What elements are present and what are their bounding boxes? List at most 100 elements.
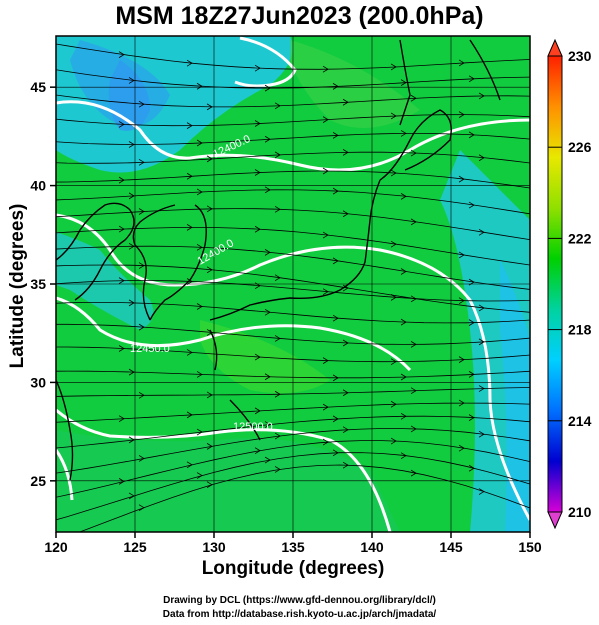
coast-kyushu [209,329,218,371]
streamline-arrowhead [478,228,485,236]
contour-12500 [56,408,392,532]
x-axis-label: Longitude (degrees) [201,558,385,579]
streamline [56,264,530,313]
streamline [56,189,530,215]
streamline-arrowhead [342,284,349,292]
streamline-arrowhead [468,319,475,326]
streamline-arrowhead [410,387,417,395]
streamline-arrowhead [400,318,407,326]
streamline-arrowhead [128,436,135,444]
streamline-arrowhead [458,356,465,363]
streamline-arrowhead [186,59,193,67]
y-tick-label: 35 [30,276,46,292]
streamline-arrowhead [342,98,349,106]
streamline-arrowhead [138,455,145,462]
streamline-arrowhead [206,266,213,274]
streamline-arrowhead [322,65,329,73]
streamline-arrowhead [400,373,407,381]
field-yellowgreen [200,320,330,394]
streamline-arrowhead [478,154,485,162]
streamline-arrowhead [118,176,125,184]
streamline-arrowhead [322,438,329,446]
streamline [56,387,530,397]
streamline-arrowhead [458,251,465,259]
streamline-arrowhead [458,399,465,407]
streamline-arrowhead [478,304,485,312]
colorbar-tick-label: 214 [568,413,592,429]
streamline-arrowhead [322,116,329,123]
streamline-arrowhead [264,135,271,143]
streamline [56,402,530,423]
streamline-arrowhead [264,186,271,194]
streamline-arrowhead [478,385,485,392]
streamline [56,440,530,498]
contour-12400-north [234,36,297,88]
streamline-arrowhead [400,130,407,137]
streamline-arrowhead [118,277,125,284]
streamline-arrowhead [274,205,281,213]
streamline-arrowhead [410,218,417,226]
streamline-arrowhead [332,374,339,382]
contour-label-3: 12450.0 [130,343,170,355]
colorbar-tick-label: 226 [568,139,592,155]
streamline-arrowhead [128,299,135,307]
streamline-arrowhead [138,323,145,331]
streamline-arrowhead [118,415,125,423]
streamline-arrowhead [390,63,397,71]
streamline-arrowhead [254,225,261,233]
x-tick-label: 150 [518,539,542,555]
contour-label-4: 12500.0 [233,421,273,433]
streamline-arrowhead [206,329,213,336]
height-contours [56,36,530,532]
streamline-arrowhead [264,249,271,256]
colorbar-tick-label: 222 [568,230,592,246]
streamline [56,208,530,241]
chart-title: MSM 18Z27Jun2023 (200.0hPa) [115,2,484,30]
streamline-arrowhead [128,192,135,200]
streamlines [56,43,530,532]
streamline-arrowhead [468,201,475,209]
streamline [56,151,530,164]
streamline-arrowhead [254,447,261,455]
streamline-arrowhead [390,240,397,248]
streamline [56,43,530,70]
streamline-arrowhead [468,414,475,421]
streamline-arrowhead [118,225,125,233]
streamline-arrowhead [254,407,261,415]
streamline-arrowhead [254,169,261,176]
streamline-arrowhead [196,188,203,196]
coast-china-south [56,379,74,481]
streamline-arrowhead [410,469,417,477]
streamline-arrowhead [196,472,203,479]
coast-kuril [469,39,501,101]
streamline-arrowhead [264,84,271,92]
streamline-arrowhead [322,288,329,296]
streamline-arrowhead [206,481,213,489]
streamline-arrowhead [196,428,203,436]
streamline-arrowhead [458,111,465,118]
streamline-arrowhead [264,308,271,316]
x-tick-label: 130 [202,539,226,555]
credit-data: Data from http://database.rish.kyoto-u.a… [162,609,437,620]
streamline-arrowhead [332,449,339,457]
streamline-arrowhead [128,77,135,84]
streamline [56,346,530,363]
y-tick-label: 30 [30,374,46,390]
streamline-arrowhead [410,94,417,102]
streamline-arrowhead [458,444,465,452]
streamline-arrowhead [128,141,135,148]
streamline-arrowhead [322,231,329,239]
coast-korea-east [149,204,207,321]
streamline-arrowhead [468,371,475,378]
map-plot-area: 12400.0 12400.0 12450.0 12500.0 [56,36,530,532]
streamline-arrowhead [274,102,281,110]
streamline-arrowhead [274,151,281,159]
streamline [56,69,530,89]
x-tick-label: 120 [44,539,68,555]
streamline-arrowhead [128,492,135,500]
coast-hokkaido [379,109,452,181]
streamline-arrowhead [400,412,407,420]
streamline-arrowhead [274,432,281,440]
x-axis: 120 125 130 135 140 145 150 [44,532,542,555]
